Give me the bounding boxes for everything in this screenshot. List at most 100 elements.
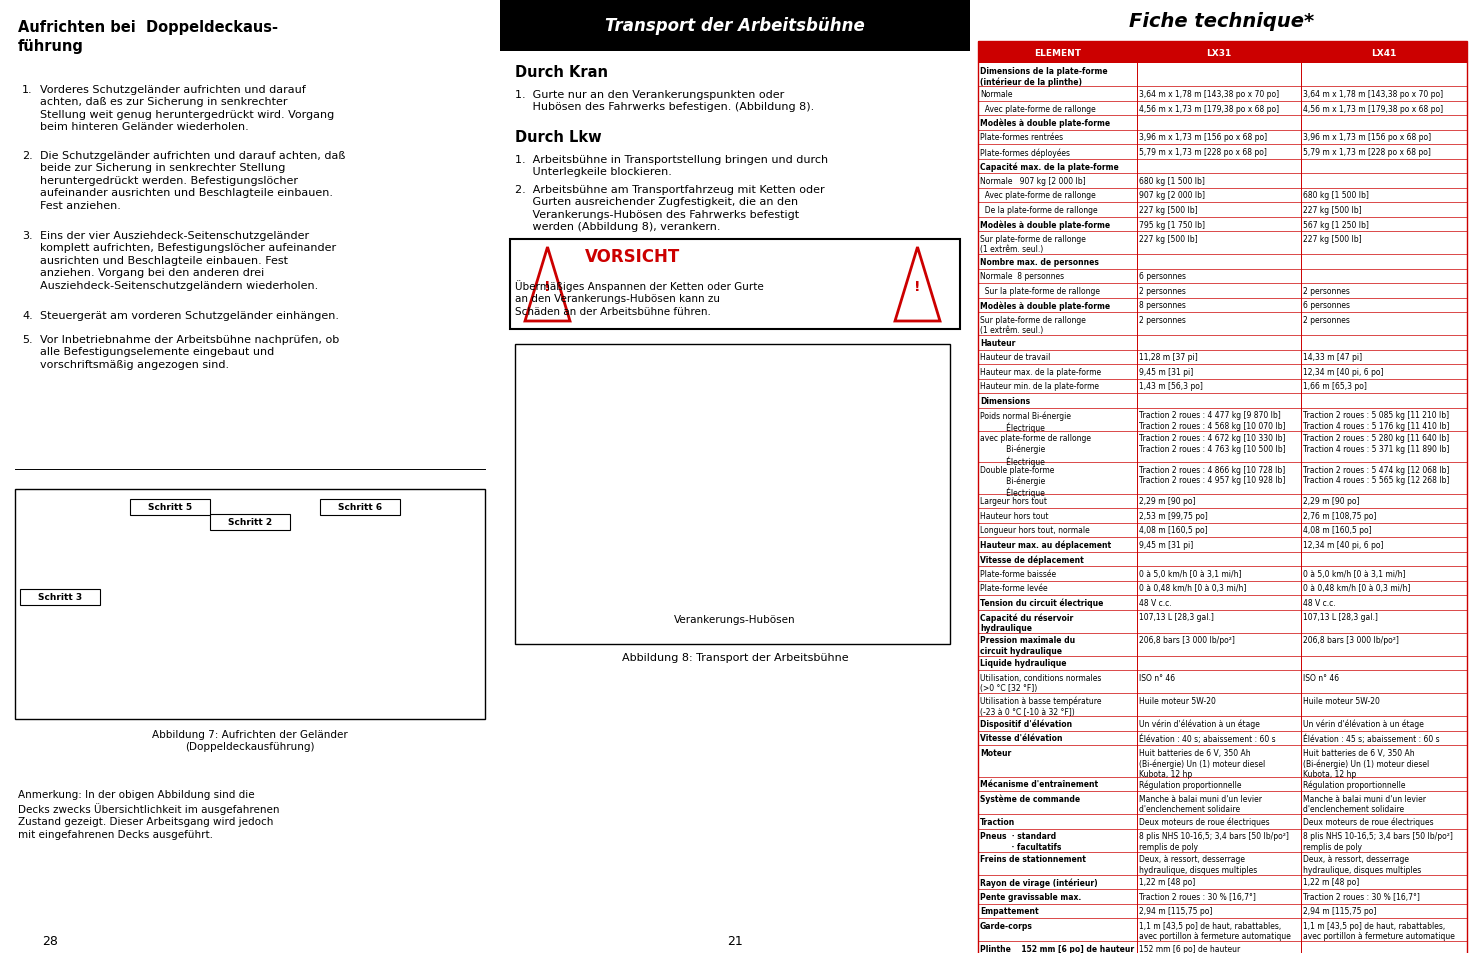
Text: Système de commande: Système de commande: [979, 794, 1080, 803]
Text: Hauteur de travail: Hauteur de travail: [979, 354, 1050, 362]
Text: Hauteur min. de la plate-forme: Hauteur min. de la plate-forme: [979, 382, 1099, 391]
Text: 1.  Gurte nur an den Verankerungspunkten oder
     Hubösen des Fahrwerks befesti: 1. Gurte nur an den Verankerungspunkten …: [515, 90, 814, 112]
Text: LX41: LX41: [1372, 49, 1397, 57]
Text: 48 V c.c.: 48 V c.c.: [1139, 598, 1171, 607]
Text: 152 mm [6 po] de hauteur: 152 mm [6 po] de hauteur: [1139, 944, 1240, 953]
Text: Utilisation, conditions normales
(>0 °C [32 °F]): Utilisation, conditions normales (>0 °C …: [979, 673, 1102, 693]
Text: Un vérin d'élévation à un étage: Un vérin d'élévation à un étage: [1302, 720, 1423, 729]
Text: Traction 2 roues : 5 280 kg [11 640 lb]
Traction 4 roues : 5 371 kg [11 890 lb]: Traction 2 roues : 5 280 kg [11 640 lb] …: [1302, 434, 1448, 454]
Text: 21: 21: [727, 934, 743, 947]
Text: Schritt 5: Schritt 5: [148, 503, 192, 512]
Text: 4,56 m x 1,73 m [179,38 po x 68 po]: 4,56 m x 1,73 m [179,38 po x 68 po]: [1302, 105, 1443, 113]
Text: Manche à balai muni d'un levier
d'enclenchement solidaire: Manche à balai muni d'un levier d'enclen…: [1139, 794, 1263, 814]
Text: Normale  8 personnes: Normale 8 personnes: [979, 273, 1063, 281]
Text: 0 à 5,0 km/h [0 à 3,1 mi/h]: 0 à 5,0 km/h [0 à 3,1 mi/h]: [1139, 569, 1242, 578]
Text: 4.: 4.: [22, 311, 32, 320]
Text: ISO n° 46: ISO n° 46: [1302, 673, 1339, 682]
Text: 5,79 m x 1,73 m [228 po x 68 po]: 5,79 m x 1,73 m [228 po x 68 po]: [1139, 148, 1267, 157]
Text: !: !: [544, 280, 550, 294]
Text: Normale   907 kg [2 000 lb]: Normale 907 kg [2 000 lb]: [979, 177, 1086, 186]
Text: Plate-formes déployées: Plate-formes déployées: [979, 148, 1069, 157]
Text: Un vérin d'élévation à un étage: Un vérin d'élévation à un étage: [1139, 720, 1260, 729]
Text: Transport der Arbeitsbühne: Transport der Arbeitsbühne: [605, 17, 864, 35]
Text: Poids normal Bi-énergie
           Électrique: Poids normal Bi-énergie Électrique: [979, 411, 1071, 433]
Text: 14,33 m [47 pi]: 14,33 m [47 pi]: [1302, 354, 1361, 362]
Text: Schritt 6: Schritt 6: [338, 503, 382, 512]
Text: Garde-corps: Garde-corps: [979, 921, 1032, 930]
Text: Nombre max. de personnes: Nombre max. de personnes: [979, 257, 1099, 267]
Text: 0 à 0,48 km/h [0 à 0,3 mi/h]: 0 à 0,48 km/h [0 à 0,3 mi/h]: [1139, 584, 1246, 593]
Text: Verankerungs-Hubösen: Verankerungs-Hubösen: [674, 615, 797, 624]
Text: 2,94 m [115,75 po]: 2,94 m [115,75 po]: [1302, 906, 1376, 916]
Text: Rayon de virage (intérieur): Rayon de virage (intérieur): [979, 878, 1097, 887]
Text: 680 kg [1 500 lb]: 680 kg [1 500 lb]: [1302, 192, 1369, 200]
Text: Avec plate-forme de rallonge: Avec plate-forme de rallonge: [979, 105, 1096, 113]
Text: Aufrichten bei  Doppeldeckaus-
führung: Aufrichten bei Doppeldeckaus- führung: [18, 20, 277, 53]
Text: Abbildung 8: Transport der Arbeitsbühne: Abbildung 8: Transport der Arbeitsbühne: [621, 652, 848, 662]
Text: 28: 28: [43, 934, 58, 947]
Text: Traction 2 roues : 4 477 kg [9 870 lb]
Traction 2 roues : 4 568 kg [10 070 lb]: Traction 2 roues : 4 477 kg [9 870 lb] T…: [1139, 411, 1285, 431]
Text: Modèles à double plate-forme: Modèles à double plate-forme: [979, 119, 1111, 129]
Text: Plate-forme baissée: Plate-forme baissée: [979, 569, 1056, 578]
Text: 4,56 m x 1,73 m [179,38 po x 68 po]: 4,56 m x 1,73 m [179,38 po x 68 po]: [1139, 105, 1279, 113]
Text: 5.: 5.: [22, 335, 32, 345]
Bar: [978, 42, 1468, 64]
Text: Durch Kran: Durch Kran: [515, 65, 608, 80]
Text: Pente gravissable max.: Pente gravissable max.: [979, 892, 1081, 901]
Text: Utilisation à basse température
(-23 à 0 °C [-10 à 32 °F]): Utilisation à basse température (-23 à 0…: [979, 697, 1102, 716]
Text: 11,28 m [37 pi]: 11,28 m [37 pi]: [1139, 354, 1198, 362]
Text: 4,08 m [160,5 po]: 4,08 m [160,5 po]: [1302, 526, 1372, 535]
Text: Avec plate-forme de rallonge: Avec plate-forme de rallonge: [979, 192, 1096, 200]
Text: Huit batteries de 6 V, 350 Ah
(Bi-énergie) Un (1) moteur diesel
Kubota, 12 hp: Huit batteries de 6 V, 350 Ah (Bi-énergi…: [1139, 748, 1266, 779]
Text: Hauteur max. au déplacement: Hauteur max. au déplacement: [979, 540, 1111, 550]
Polygon shape: [525, 248, 569, 322]
Text: De la plate-forme de rallonge: De la plate-forme de rallonge: [979, 206, 1097, 214]
Text: 1,43 m [56,3 po]: 1,43 m [56,3 po]: [1139, 382, 1202, 391]
Text: 206,8 bars [3 000 lb/po²]: 206,8 bars [3 000 lb/po²]: [1302, 636, 1398, 645]
Text: 2,29 m [90 po]: 2,29 m [90 po]: [1139, 497, 1195, 506]
Text: 2 personnes: 2 personnes: [1302, 287, 1350, 295]
Text: Régulation proportionnelle: Régulation proportionnelle: [1302, 780, 1406, 789]
Text: !: !: [914, 280, 920, 294]
Text: 2 personnes: 2 personnes: [1139, 315, 1186, 325]
Text: Capacité du réservoir
hydraulique: Capacité du réservoir hydraulique: [979, 613, 1074, 633]
Text: Régulation proportionnelle: Régulation proportionnelle: [1139, 780, 1242, 789]
Text: Traction 2 roues : 4 672 kg [10 330 lb]
Traction 2 roues : 4 763 kg [10 500 lb]: Traction 2 roues : 4 672 kg [10 330 lb] …: [1139, 434, 1286, 454]
Text: 6 personnes: 6 personnes: [1139, 273, 1186, 281]
Text: Hauteur: Hauteur: [979, 338, 1015, 348]
Text: Traction 2 roues : 30 % [16,7°]: Traction 2 roues : 30 % [16,7°]: [1139, 892, 1255, 901]
Text: Élévation : 45 s; abaissement : 60 s: Élévation : 45 s; abaissement : 60 s: [1302, 734, 1440, 743]
Text: 907 kg [2 000 lb]: 907 kg [2 000 lb]: [1139, 192, 1205, 200]
Text: Plate-formes rentrées: Plate-formes rentrées: [979, 133, 1063, 142]
Text: 4,08 m [160,5 po]: 4,08 m [160,5 po]: [1139, 526, 1208, 535]
Bar: [130, 499, 209, 516]
Text: 1,1 m [43,5 po] de haut, rabattables,
avec portillon à fermeture automatique: 1,1 m [43,5 po] de haut, rabattables, av…: [1139, 921, 1291, 941]
Text: 107,13 L [28,3 gal.]: 107,13 L [28,3 gal.]: [1302, 613, 1378, 622]
Text: 8 personnes: 8 personnes: [1139, 301, 1186, 310]
Text: 1.  Arbeitsbühne in Transportstellung bringen und durch
     Unterlegkeile block: 1. Arbeitsbühne in Transportstellung bri…: [515, 154, 827, 177]
Text: Traction 2 roues : 5 085 kg [11 210 lb]
Traction 4 roues : 5 176 kg [11 410 lb]: Traction 2 roues : 5 085 kg [11 210 lb] …: [1302, 411, 1448, 431]
Text: Plate-forme levée: Plate-forme levée: [979, 584, 1047, 593]
Text: 227 kg [500 lb]: 227 kg [500 lb]: [1302, 234, 1361, 244]
Bar: [15, 490, 485, 720]
Text: 1.: 1.: [22, 85, 32, 95]
Text: 3.: 3.: [22, 231, 32, 241]
Bar: [500, 0, 971, 52]
Text: 12,34 m [40 pi, 6 po]: 12,34 m [40 pi, 6 po]: [1302, 368, 1384, 376]
Text: 2 personnes: 2 personnes: [1302, 315, 1350, 325]
Text: Deux moteurs de roue électriques: Deux moteurs de roue électriques: [1302, 817, 1434, 826]
Text: 227 kg [500 lb]: 227 kg [500 lb]: [1302, 206, 1361, 214]
Text: Huile moteur 5W-20: Huile moteur 5W-20: [1139, 697, 1215, 705]
Text: 3,96 m x 1,73 m [156 po x 68 po]: 3,96 m x 1,73 m [156 po x 68 po]: [1302, 133, 1431, 142]
Text: Deux, à ressort, desserrage
hydraulique, disques multiples: Deux, à ressort, desserrage hydraulique,…: [1139, 855, 1257, 874]
Text: LX31: LX31: [1207, 49, 1232, 57]
Text: Sur plate-forme de rallonge
(1 extrêm. seul.): Sur plate-forme de rallonge (1 extrêm. s…: [979, 234, 1086, 254]
Text: Vorderes Schutzgeländer aufrichten und darauf
achten, daß es zur Sicherung in se: Vorderes Schutzgeländer aufrichten und d…: [40, 85, 335, 132]
Text: 680 kg [1 500 lb]: 680 kg [1 500 lb]: [1139, 177, 1205, 186]
Text: 3,64 m x 1,78 m [143,38 po x 70 po]: 3,64 m x 1,78 m [143,38 po x 70 po]: [1139, 90, 1279, 99]
Bar: [21, 589, 100, 605]
Text: 2.: 2.: [22, 151, 32, 161]
Text: 1,1 m [43,5 po] de haut, rabattables,
avec portillon à fermeture automatique: 1,1 m [43,5 po] de haut, rabattables, av…: [1302, 921, 1454, 941]
Text: Pression maximale du
circuit hydraulique: Pression maximale du circuit hydraulique: [979, 636, 1075, 656]
Text: Anmerkung: In der obigen Abbildung sind die
Decks zwecks Übersichtlichkeit im au: Anmerkung: In der obigen Abbildung sind …: [18, 789, 279, 839]
